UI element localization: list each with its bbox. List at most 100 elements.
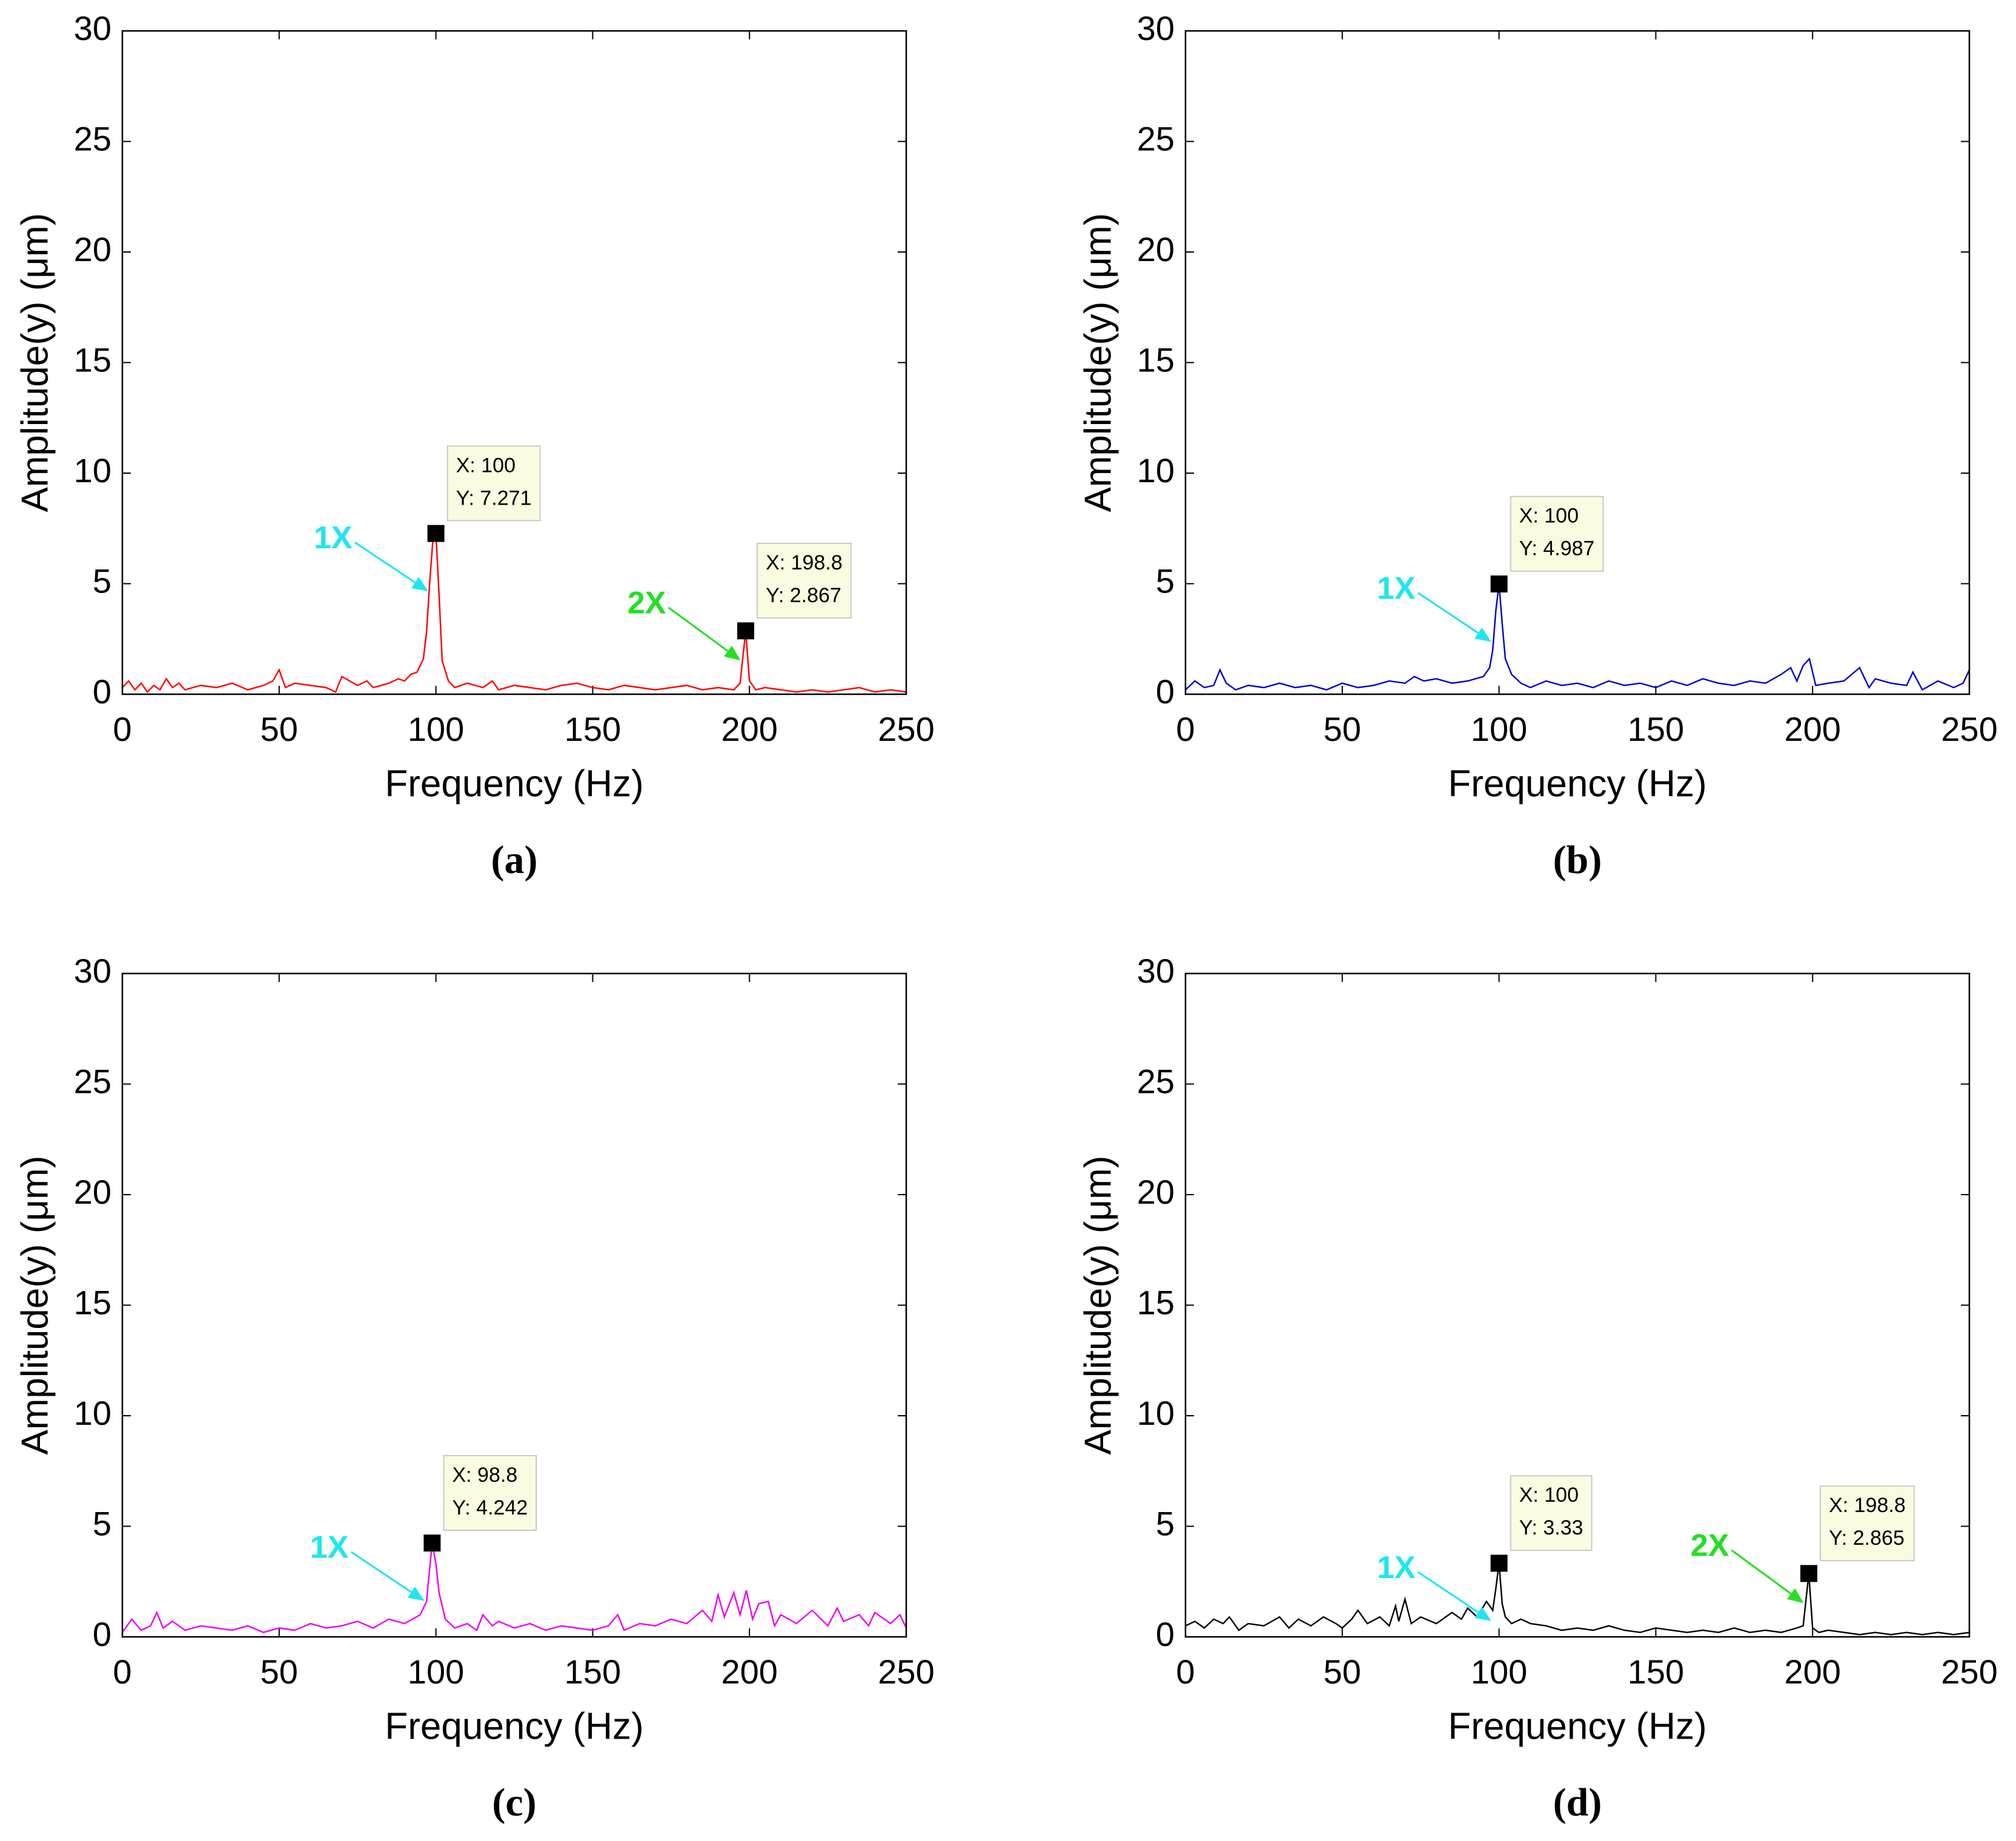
annotation-arrow <box>668 606 729 652</box>
datatip-y: Y: 7.271 <box>456 486 532 509</box>
datatip-marker <box>423 1534 441 1552</box>
x-tick-label: 50 <box>260 1653 298 1691</box>
arrow-head <box>1474 1607 1491 1621</box>
x-tick-label: 150 <box>565 710 621 748</box>
axes-frame <box>1184 30 1971 695</box>
datatip-x: X: 198.8 <box>766 551 843 574</box>
annotation-label: 1X <box>1377 571 1416 606</box>
annotation-arrow <box>1417 592 1479 634</box>
x-tick-label: 0 <box>113 710 131 748</box>
datatip-box <box>1510 1475 1593 1551</box>
x-axis-label: Frequency (Hz) <box>385 1705 643 1747</box>
datatip-box <box>757 543 852 619</box>
x-tick-label: 200 <box>721 1653 777 1691</box>
y-tick-label: 10 <box>1137 1394 1175 1432</box>
datatip-box <box>1510 496 1604 572</box>
x-tick-label: 50 <box>1324 1653 1361 1691</box>
panel-caption: (d) <box>1553 1780 1602 1825</box>
x-tick-label: 250 <box>878 710 934 748</box>
annotation-arrow <box>354 541 416 583</box>
axes-frame <box>1184 972 1971 1638</box>
annotation-label: 1X <box>314 520 353 556</box>
x-tick-label: 0 <box>113 1653 131 1691</box>
y-tick-label: 20 <box>1137 1173 1175 1211</box>
x-axis-label: Frequency (Hz) <box>385 763 643 804</box>
axes-frame <box>121 972 907 1638</box>
panel-caption: (b) <box>1553 838 1602 882</box>
datatip-x: X: 198.8 <box>1829 1494 1906 1517</box>
x-tick-label: 50 <box>260 710 298 748</box>
y-tick-label: 10 <box>74 1394 111 1432</box>
y-axis-label: Amplitude(y) (μm) <box>1077 1156 1119 1455</box>
y-tick-label: 5 <box>93 1504 111 1542</box>
x-tick-label: 250 <box>878 1653 934 1691</box>
datatip-x: X: 100 <box>1519 505 1579 528</box>
x-tick-label: 100 <box>1471 1653 1527 1691</box>
x-axis-label: Frequency (Hz) <box>1448 763 1706 804</box>
x-tick-label: 150 <box>565 1653 621 1691</box>
datatip-marker <box>737 622 754 640</box>
datatip-x: X: 100 <box>1519 1484 1579 1507</box>
y-tick-label: 25 <box>74 119 111 158</box>
y-tick-label: 30 <box>1137 9 1175 47</box>
annotation-arrow <box>1731 1549 1792 1595</box>
arrow-head <box>1474 627 1491 642</box>
spectrum-line <box>1185 1563 1970 1636</box>
x-axis-label: Frequency (Hz) <box>1448 1705 1706 1747</box>
x-tick-label: 250 <box>1941 1653 1997 1691</box>
x-tick-label: 150 <box>1628 710 1684 748</box>
y-tick-label: 25 <box>74 1062 111 1100</box>
arrow-head <box>724 645 741 661</box>
y-tick-label: 25 <box>1137 119 1175 158</box>
datatip-marker <box>427 525 445 542</box>
arrow-head <box>1787 1588 1804 1604</box>
y-tick-label: 0 <box>1156 672 1175 711</box>
y-tick-label: 30 <box>74 952 111 990</box>
y-tick-label: 30 <box>74 9 111 47</box>
spectrum-line <box>122 1542 907 1633</box>
datatip-marker <box>1800 1565 1817 1582</box>
x-tick-label: 50 <box>1324 710 1361 748</box>
datatip-box <box>443 1455 537 1531</box>
x-tick-label: 0 <box>1176 1653 1195 1691</box>
spectrum-line <box>1185 583 1971 691</box>
x-tick-label: 100 <box>1471 710 1527 748</box>
y-tick-label: 15 <box>1137 1283 1175 1321</box>
x-tick-label: 200 <box>1784 1653 1840 1691</box>
y-tick-label: 30 <box>1137 952 1175 990</box>
x-tick-label: 0 <box>1176 710 1195 748</box>
datatip-box <box>1820 1485 1915 1562</box>
y-axis-label: Amplitude(y) (μm) <box>14 213 56 512</box>
y-tick-label: 0 <box>93 672 111 711</box>
y-tick-label: 15 <box>74 340 111 379</box>
y-tick-label: 5 <box>1156 562 1175 600</box>
datatip-y: Y: 4.987 <box>1519 537 1595 560</box>
x-tick-label: 150 <box>1628 1653 1684 1691</box>
arrow-head <box>407 1587 425 1601</box>
datatip-y: Y: 3.33 <box>1519 1516 1583 1539</box>
y-axis-label: Amplitude(y) (μm) <box>1077 213 1119 512</box>
axes-frame <box>121 30 907 695</box>
y-tick-label: 0 <box>1156 1615 1175 1653</box>
datatip-x: X: 100 <box>456 454 516 477</box>
x-tick-label: 100 <box>408 710 464 748</box>
spectrum-line <box>122 533 907 694</box>
y-tick-label: 10 <box>1137 451 1175 489</box>
y-tick-label: 25 <box>1137 1062 1175 1100</box>
arrow-head <box>411 577 428 592</box>
y-tick-label: 5 <box>1156 1504 1175 1542</box>
datatip-marker <box>1490 575 1508 592</box>
y-tick-label: 10 <box>74 451 111 489</box>
annotation-label: 2X <box>1691 1528 1729 1564</box>
y-tick-label: 20 <box>74 230 111 268</box>
annotation-arrow <box>350 1551 412 1593</box>
panel-caption: (c) <box>492 1780 536 1825</box>
y-axis-label: Amplitude(y) (μm) <box>14 1156 56 1455</box>
y-tick-label: 15 <box>74 1283 111 1321</box>
datatip-box <box>446 445 541 522</box>
x-tick-label: 200 <box>721 710 777 748</box>
y-tick-label: 20 <box>1137 230 1175 268</box>
y-tick-label: 5 <box>93 562 111 600</box>
datatip-x: X: 98.8 <box>452 1464 517 1487</box>
datatip-y: Y: 2.867 <box>766 584 841 607</box>
